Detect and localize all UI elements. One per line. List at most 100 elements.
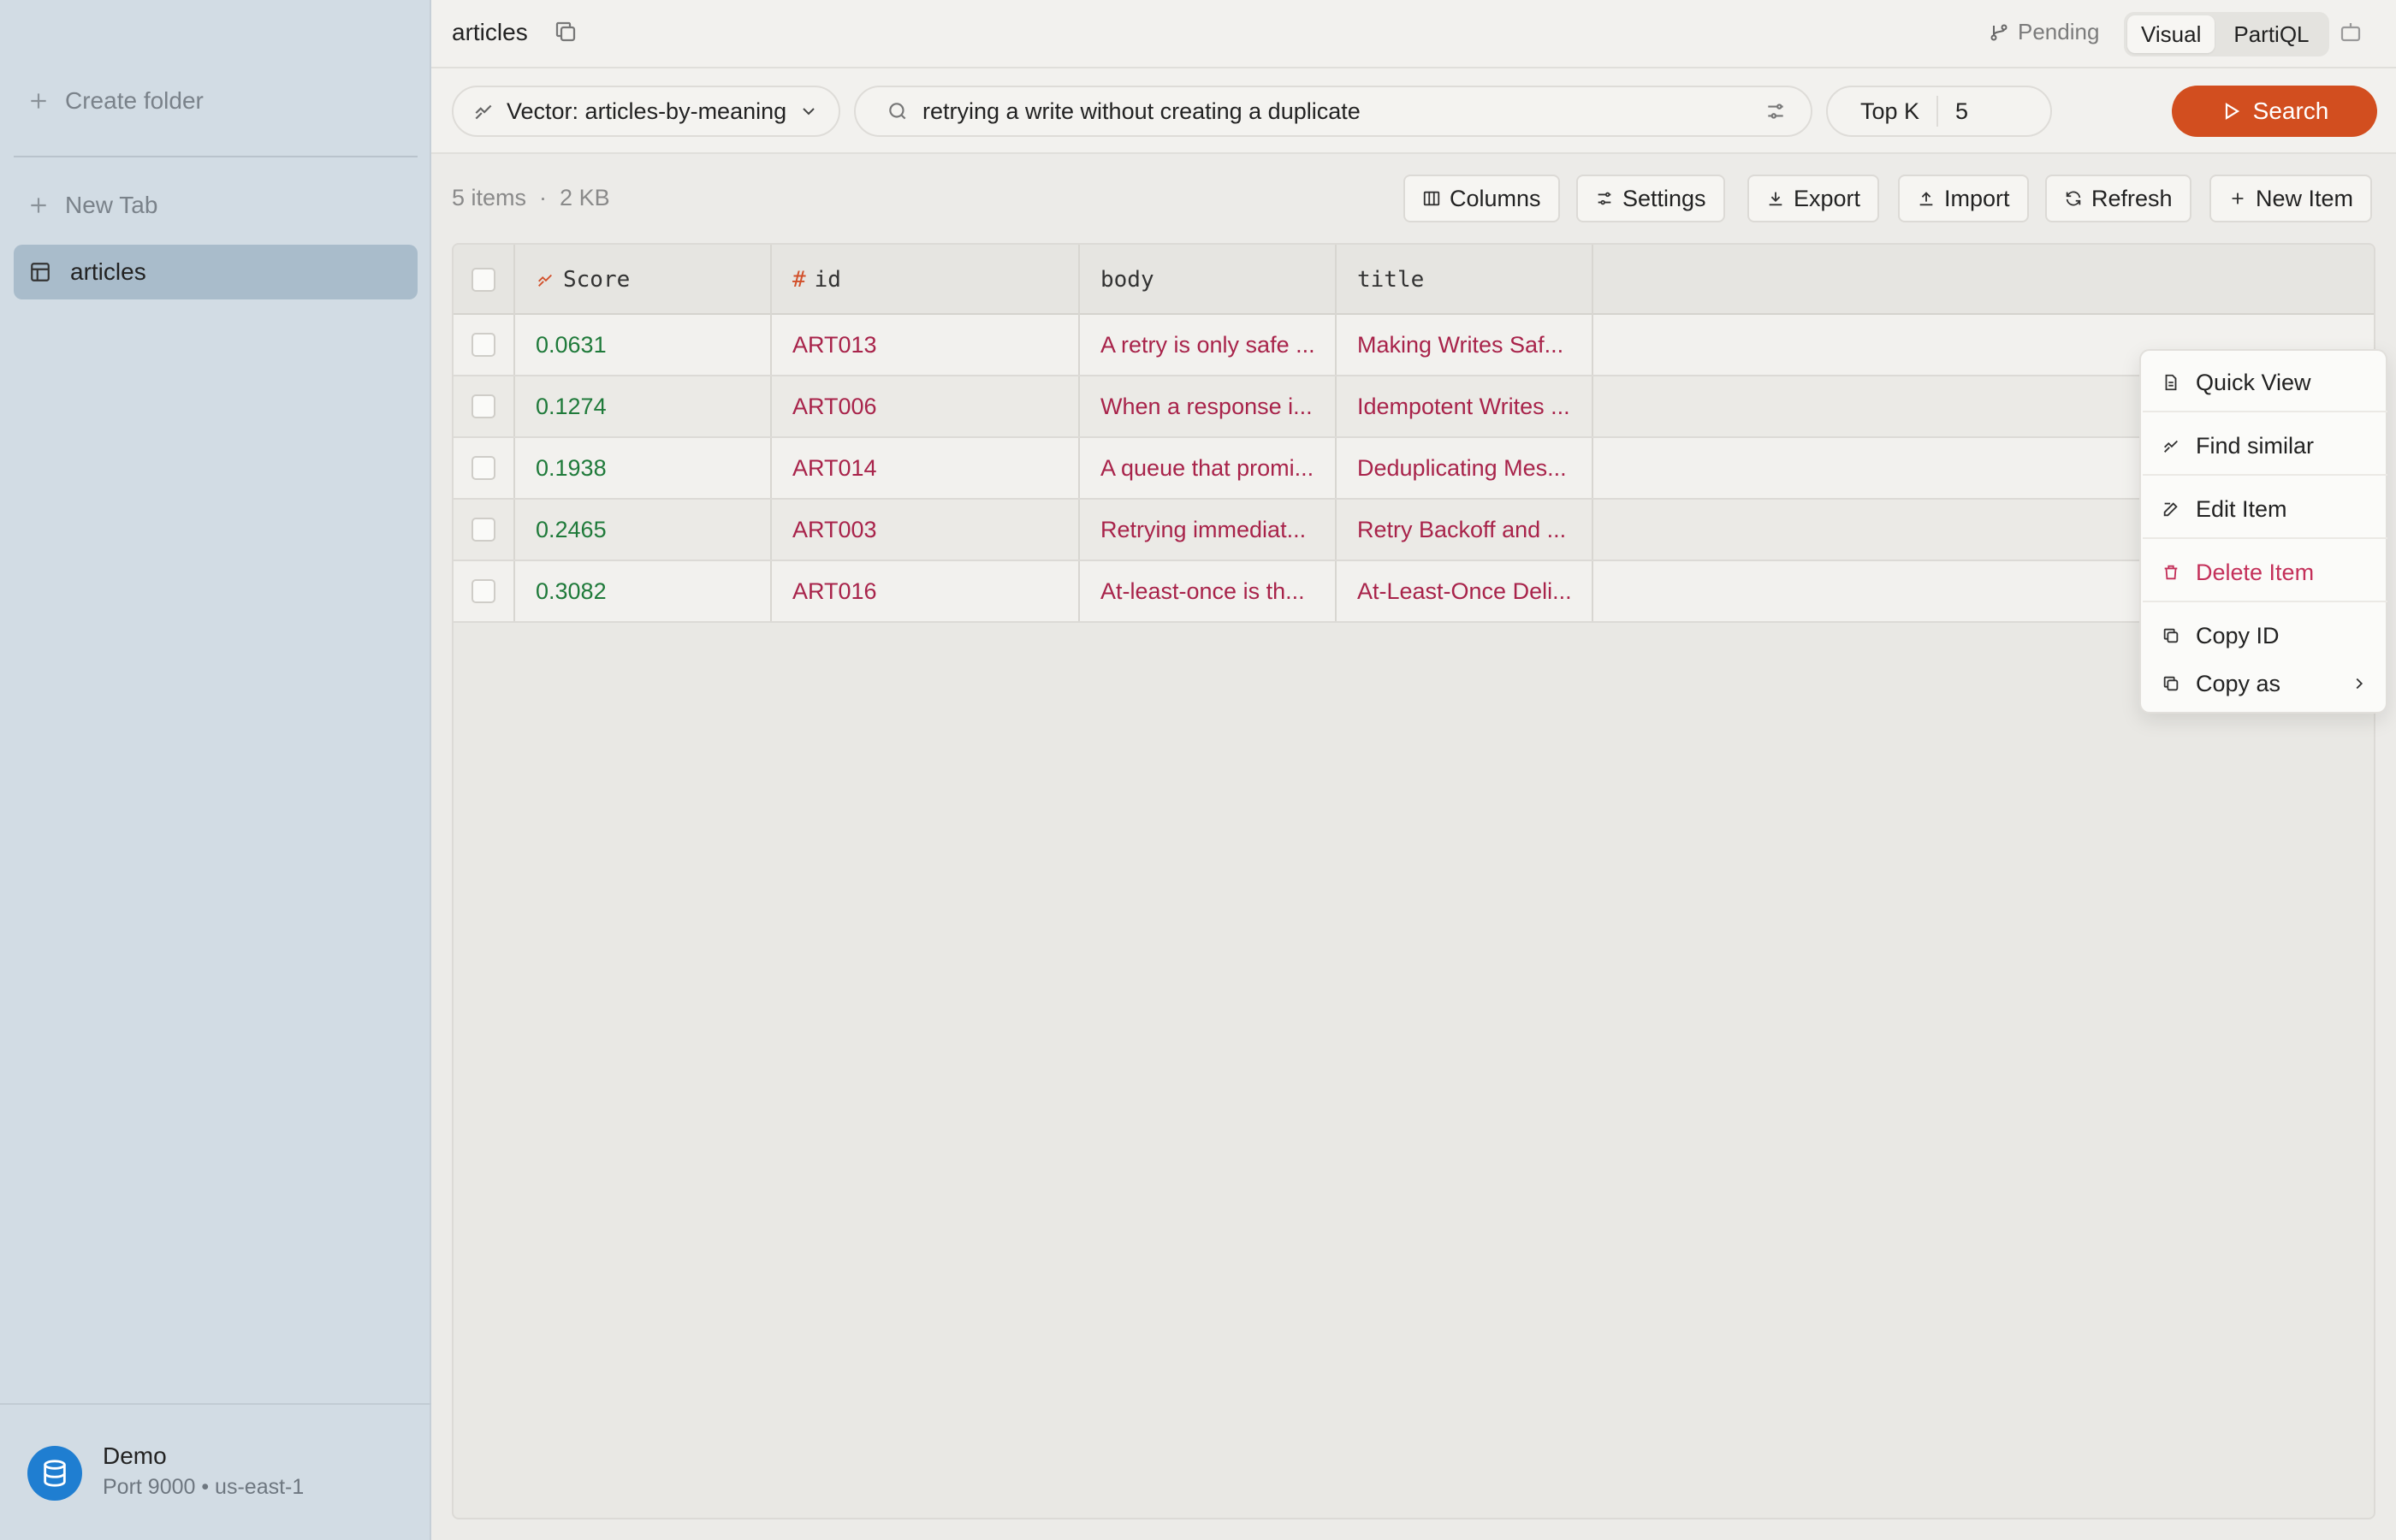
column-header-id[interactable]: # id — [772, 245, 1080, 315]
create-folder-button[interactable]: Create folder — [27, 87, 204, 115]
sidebar-item-articles[interactable]: articles — [14, 245, 418, 299]
menu-item-label: Edit Item — [2196, 495, 2287, 522]
export-button[interactable]: Export — [1747, 175, 1880, 222]
tab-visual[interactable]: Visual — [2127, 15, 2215, 53]
new-tab-label: New Tab — [65, 192, 158, 218]
select-all-checkbox[interactable] — [471, 268, 495, 292]
play-icon — [2225, 103, 2239, 120]
main-panel: articles Pending Visual PartiQL Vector: … — [431, 0, 2396, 1540]
table-row[interactable]: 0.3082 ART016 At-least-once is th... At-… — [454, 561, 2374, 623]
title-cell[interactable]: Deduplicating Mes... — [1337, 438, 1593, 498]
columns-button[interactable]: Columns — [1403, 175, 1560, 222]
score-cell[interactable]: 0.3082 — [515, 561, 772, 621]
id-cell[interactable]: ART014 — [772, 438, 1080, 498]
body-cell[interactable]: When a response i... — [1080, 376, 1337, 436]
settings-button[interactable]: Settings — [1576, 175, 1725, 222]
menu-item-quick-view[interactable]: Quick View — [2143, 358, 2387, 407]
connection-footer[interactable]: Demo Port 9000 • us-east-1 — [0, 1403, 431, 1540]
upload-icon — [1919, 192, 1933, 206]
menu-divider — [2143, 474, 2387, 476]
score-cell[interactable]: 0.1274 — [515, 376, 772, 436]
search-query: retrying a write without creating a dupl… — [922, 98, 1361, 124]
columns-label: Columns — [1450, 185, 1541, 211]
menu-item-label: Find similar — [2196, 432, 2315, 459]
chevron-down-icon — [803, 108, 815, 116]
table-row[interactable]: 0.1938 ART014 A queue that promi... Dedu… — [454, 438, 2374, 500]
new-item-button[interactable]: New Item — [2209, 175, 2373, 222]
title-cell[interactable]: Retry Backoff and ... — [1337, 500, 1593, 560]
column-header-title[interactable]: title — [1337, 245, 1593, 315]
column-header-body[interactable]: body — [1080, 245, 1337, 315]
plus-icon — [31, 198, 46, 213]
mode-toggle: Visual PartiQL — [2124, 12, 2329, 56]
table-row[interactable]: 0.1274 ART006 When a response i... Idemp… — [454, 376, 2374, 438]
sidebar-item-label: articles — [70, 258, 146, 285]
score-cell[interactable]: 0.2465 — [515, 500, 772, 560]
tab-partiql[interactable]: PartiQL — [2233, 21, 2310, 47]
robot-icon[interactable] — [2338, 19, 2363, 49]
body-cell[interactable]: A retry is only safe ... — [1080, 315, 1337, 375]
file-icon — [2165, 374, 2177, 391]
copy-icon — [2163, 676, 2179, 691]
score-cell[interactable]: 0.1938 — [515, 438, 772, 498]
connection-details: Port 9000 • us-east-1 — [103, 1475, 305, 1499]
search-button[interactable]: Search — [2172, 86, 2377, 137]
title-cell[interactable]: At-Least-Once Deli... — [1337, 561, 1593, 621]
title-bar: articles Pending Visual PartiQL — [431, 0, 2396, 68]
result-meta: 5 items · 2 KB — [452, 185, 610, 211]
vector-icon — [538, 274, 552, 287]
title-cell[interactable]: Making Writes Saf... — [1337, 315, 1593, 375]
topk-separator — [1936, 96, 1939, 127]
filter-settings-icon[interactable] — [1764, 100, 1787, 122]
title-cell[interactable]: Idempotent Writes ... — [1337, 376, 1593, 436]
sidebar-divider — [14, 156, 418, 157]
menu-item-label: Delete Item — [2196, 559, 2315, 585]
id-cell[interactable]: ART013 — [772, 315, 1080, 375]
refresh-button[interactable]: Refresh — [2045, 175, 2191, 222]
result-size: 2 KB — [560, 185, 610, 210]
copy-icon[interactable] — [553, 19, 578, 49]
menu-item-delete-item[interactable]: Delete Item — [2143, 548, 2387, 597]
meta-dot: · — [532, 185, 560, 210]
new-tab-button[interactable]: New Tab — [27, 192, 157, 219]
column-header-label: id — [814, 267, 841, 293]
menu-divider — [2143, 537, 2387, 539]
connection-name: Demo — [103, 1442, 167, 1469]
row-checkbox[interactable] — [471, 456, 495, 480]
database-icon — [44, 1460, 66, 1487]
topk-field[interactable]: Top K 5 — [1826, 86, 2052, 137]
topk-label: Top K — [1860, 98, 1920, 124]
row-select-cell — [454, 500, 515, 560]
id-cell[interactable]: ART006 — [772, 376, 1080, 436]
id-cell[interactable]: ART016 — [772, 561, 1080, 621]
row-checkbox[interactable] — [471, 579, 495, 603]
git-branch-icon — [1990, 24, 2008, 40]
index-select[interactable]: Vector: articles-by-meaning — [452, 86, 840, 137]
row-checkbox[interactable] — [471, 518, 495, 542]
menu-item-copy-id[interactable]: Copy ID — [2143, 611, 2387, 660]
settings-label: Settings — [1622, 185, 1706, 211]
id-cell[interactable]: ART003 — [772, 500, 1080, 560]
search-input[interactable]: retrying a write without creating a dupl… — [854, 86, 1812, 137]
score-cell[interactable]: 0.0631 — [515, 315, 772, 375]
column-header-label: title — [1357, 267, 1425, 293]
table-row[interactable]: 0.2465 ART003 Retrying immediat... Retry… — [454, 500, 2374, 561]
row-checkbox[interactable] — [471, 333, 495, 357]
menu-item-copy-as[interactable]: Copy as — [2143, 659, 2387, 708]
body-cell[interactable]: Retrying immediat... — [1080, 500, 1337, 560]
row-select-cell — [454, 561, 515, 621]
pending-changes[interactable]: Pending — [1989, 19, 2099, 45]
body-cell[interactable]: At-least-once is th... — [1080, 561, 1337, 621]
menu-item-edit-item[interactable]: Edit Item — [2143, 484, 2387, 534]
results-grid: Score # id body title 0.0631 ART013 A re… — [452, 243, 2375, 1519]
table-row[interactable]: 0.0631 ART013 A retry is only safe ... M… — [454, 315, 2374, 376]
import-button[interactable]: Import — [1898, 175, 2029, 222]
table-icon — [31, 263, 50, 281]
edit-icon — [2163, 502, 2178, 517]
menu-item-find-similar[interactable]: Find similar — [2143, 421, 2387, 471]
topk-value[interactable]: 5 — [1955, 98, 1969, 124]
body-cell[interactable]: A queue that promi... — [1080, 438, 1337, 498]
refresh-label: Refresh — [2091, 185, 2173, 211]
row-checkbox[interactable] — [471, 394, 495, 418]
column-header-score[interactable]: Score — [515, 245, 772, 315]
